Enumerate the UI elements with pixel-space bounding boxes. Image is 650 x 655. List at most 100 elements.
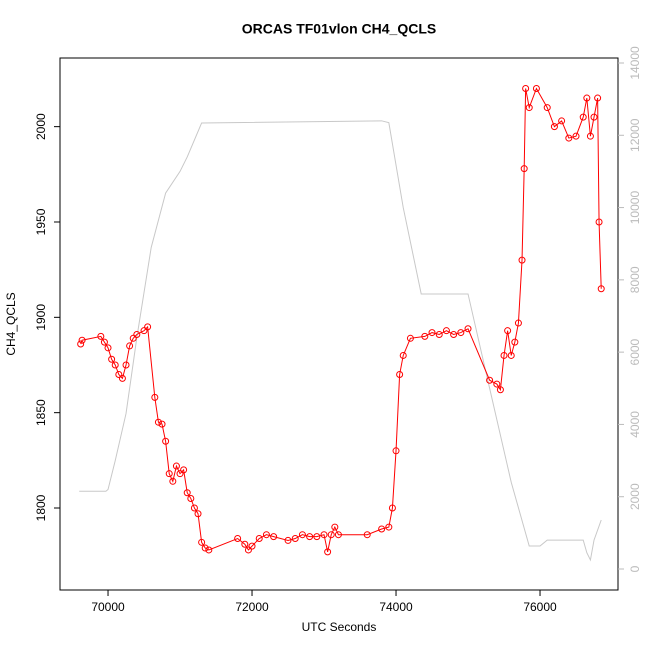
point [586,132,594,140]
point [507,351,515,359]
point [183,489,191,497]
point [133,330,141,338]
point [558,117,566,125]
point [162,437,170,445]
point [378,525,386,533]
chart-title: ORCAS TF01vlon CH4_QCLS [242,21,436,37]
point [100,338,108,346]
point [122,361,130,369]
point [493,380,501,388]
point [525,104,533,112]
point [579,113,587,121]
point [594,94,602,102]
y2-tick-label: 12000 [628,118,642,152]
y2-tick-label: 4000 [628,411,642,438]
point [399,351,407,359]
plot-box [59,57,619,591]
y-tick-label: 1850 [34,399,48,426]
series-line [80,87,602,552]
point [331,523,339,531]
point [511,338,519,346]
point [388,504,396,512]
point [550,123,558,131]
point [532,85,540,93]
y-tick-label: 1800 [34,494,48,521]
point [572,132,580,140]
point [104,344,112,352]
point [514,319,522,327]
point [320,531,328,539]
point [262,531,270,539]
point [428,329,436,337]
x-tick-label: 72000 [235,600,269,614]
y-tick-label: 2000 [34,113,48,140]
point [118,374,126,382]
y2-tick-label: 6000 [628,338,642,365]
point [270,533,278,541]
point [115,371,123,379]
point [158,420,166,428]
point [595,218,603,226]
y2-tick-label: 14000 [628,46,642,80]
point [406,334,414,342]
point [520,165,528,173]
point [140,327,148,335]
point [176,470,184,478]
point [324,548,332,556]
point [597,285,605,293]
y2-tick-label: 0 [628,565,642,572]
point [154,418,162,426]
point [442,327,450,335]
y-tick-label: 1900 [34,304,48,331]
point [313,533,321,541]
point [450,330,458,338]
point [111,361,119,369]
point [435,330,443,338]
point [590,113,598,121]
point [363,531,371,539]
x-tick-label: 70000 [91,600,125,614]
point [129,334,137,342]
point [198,538,206,546]
series-line [79,120,602,562]
x-axis-label: UTC Seconds [302,620,377,634]
point [78,336,86,344]
point [565,134,573,142]
point [464,325,472,333]
point [172,462,180,470]
point [543,104,551,112]
point [496,386,504,394]
point [205,546,213,554]
point [306,533,314,541]
point [144,323,152,331]
point [392,447,400,455]
point [180,466,188,474]
x-tick-label: 74000 [379,600,413,614]
point [169,477,177,485]
y2-tick-label: 10000 [628,191,642,225]
point [486,376,494,384]
point [421,332,429,340]
point [518,256,526,264]
point [298,531,306,539]
point [108,355,116,363]
point [284,536,292,544]
point [187,494,195,502]
point [500,351,508,359]
point [201,544,209,552]
point [327,531,335,539]
point [165,470,173,478]
point [504,327,512,335]
point [255,535,263,543]
point [248,542,256,550]
x-tick-label: 76000 [523,600,557,614]
y2-tick-label: 8000 [628,266,642,293]
y-tick-label: 1950 [34,208,48,235]
point [522,85,530,93]
point [457,329,465,337]
point [151,393,159,401]
point [385,523,393,531]
y2-tick-label: 2000 [628,483,642,510]
